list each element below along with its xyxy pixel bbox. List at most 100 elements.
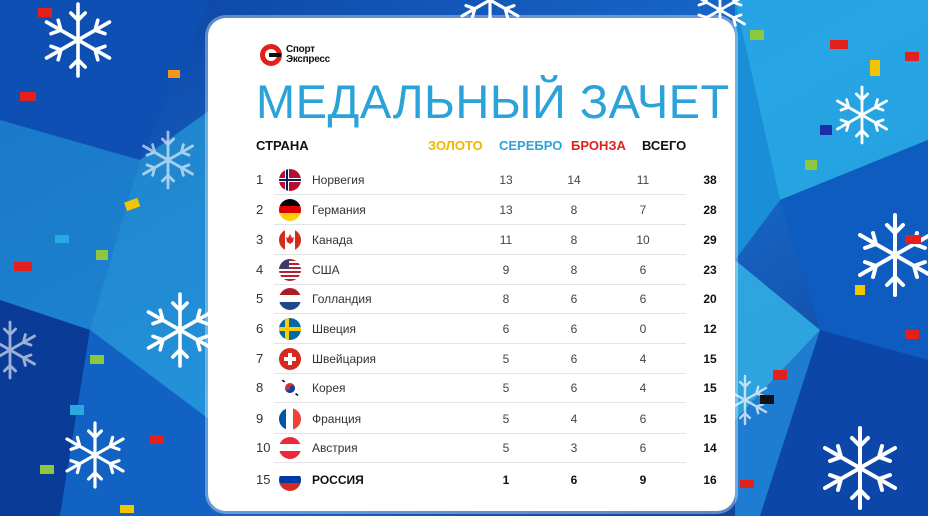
total-count: 15 [703, 381, 717, 395]
bronze-count: 6 [639, 292, 647, 306]
country-name: Канада [312, 233, 353, 247]
austria-flag [279, 437, 301, 459]
usa-flag [279, 259, 301, 281]
silver-count: 8 [570, 203, 578, 217]
netherlands-flag [279, 288, 301, 310]
rank: 3 [256, 232, 264, 247]
switzerland-flag [279, 348, 301, 370]
total-count: 15 [703, 352, 717, 366]
bronze-count: 9 [639, 473, 647, 487]
total-count: 38 [703, 173, 717, 187]
row-divider [274, 254, 686, 255]
country-name: Германия [312, 203, 366, 217]
country-name: Голландия [312, 292, 372, 306]
rank: 9 [256, 411, 264, 426]
country-name: Корея [312, 381, 346, 395]
rank: 6 [256, 321, 264, 336]
rank: 5 [256, 291, 264, 306]
row-divider [274, 343, 686, 344]
canada-flag [279, 229, 301, 251]
table-row: 6 Швеция 6 6 0 12 [256, 315, 717, 344]
bronze-count: 4 [639, 352, 647, 366]
table-row: 10 Австрия 5 3 6 14 [256, 434, 717, 463]
table-row: 15 РОССИЯ 1 6 9 16 [256, 466, 717, 495]
table-row: 7 Швейцария 5 6 4 15 [256, 345, 717, 374]
country-name: Швейцария [312, 352, 377, 366]
table-row: 2 Германия 13 8 7 28 [256, 196, 717, 225]
page-title: МЕДАЛЬНЫЙ ЗАЧЕТ [256, 75, 730, 128]
bronze-count: 6 [639, 263, 647, 277]
header-country: СТРАНА [256, 138, 309, 153]
table-row: 3 Канада 11 8 10 29 [256, 226, 717, 255]
table-row: 9 Франция 5 4 6 15 [256, 405, 717, 434]
bronze-count: 0 [639, 322, 647, 336]
sport-express-logo-icon [260, 44, 282, 66]
gold-count: 13 [499, 173, 513, 187]
bronze-count: 6 [639, 412, 647, 426]
total-count: 16 [703, 473, 717, 487]
sport-express-logo: Спорт Экспресс [260, 42, 330, 68]
table-row: 1 Норвегия 13 14 11 38 [256, 166, 717, 195]
bronze-count: 4 [639, 381, 647, 395]
germany-flag [279, 199, 301, 221]
row-divider [274, 313, 686, 314]
silver-count: 6 [570, 352, 578, 366]
rank: 7 [256, 351, 264, 366]
table-row: 5 Голландия 8 6 6 20 [256, 285, 717, 314]
rank: 10 [256, 440, 271, 455]
gold-count: 13 [499, 203, 513, 217]
total-count: 28 [703, 203, 717, 217]
table-row: 8 Корея 5 6 4 15 [256, 374, 717, 403]
bronze-count: 7 [639, 203, 647, 217]
gold-count: 5 [502, 352, 510, 366]
silver-count: 8 [570, 233, 578, 247]
country-name: США [312, 263, 340, 277]
country-name: Австрия [312, 441, 358, 455]
russia-flag [279, 469, 301, 491]
total-count: 15 [703, 412, 717, 426]
silver-count: 6 [570, 292, 578, 306]
row-divider [274, 194, 686, 195]
rank: 4 [256, 262, 264, 277]
gold-count: 5 [502, 441, 510, 455]
logo-line1: Спорт [286, 44, 315, 55]
norway-flag [279, 169, 301, 191]
row-divider [274, 373, 686, 374]
country-name: Норвегия [312, 173, 365, 187]
total-count: 12 [703, 322, 717, 336]
silver-count: 8 [570, 263, 578, 277]
country-name: РОССИЯ [312, 473, 364, 487]
row-divider [274, 433, 686, 434]
rank: 15 [256, 472, 271, 487]
medal-table-card: Спорт Экспресс МЕДАЛЬНЫЙ ЗАЧЕТ СТРАНА ЗО… [208, 18, 735, 511]
header-silver: СЕРЕБРО [499, 138, 563, 153]
silver-count: 4 [570, 412, 578, 426]
row-divider [274, 462, 686, 463]
france-flag [279, 408, 301, 430]
gold-count: 6 [502, 322, 510, 336]
confetti [14, 8, 921, 513]
rank: 1 [256, 172, 264, 187]
gold-count: 8 [502, 292, 510, 306]
row-divider [274, 224, 686, 225]
silver-count: 3 [570, 441, 578, 455]
total-count: 29 [703, 233, 717, 247]
rank: 8 [256, 380, 264, 395]
gold-count: 5 [502, 381, 510, 395]
country-name: Швеция [312, 322, 356, 336]
silver-count: 6 [570, 473, 578, 487]
rank: 2 [256, 202, 264, 217]
header-gold: ЗОЛОТО [428, 138, 483, 153]
gold-count: 11 [499, 233, 513, 247]
header-bronze: БРОНЗА [571, 138, 626, 153]
bronze-count: 6 [639, 441, 647, 455]
total-count: 20 [703, 292, 717, 306]
header-total: ВСЕГО [642, 138, 687, 153]
logo-line2: Экспресс [286, 54, 330, 65]
silver-count: 6 [570, 322, 578, 336]
bronze-count: 10 [636, 233, 650, 247]
row-divider [274, 402, 686, 403]
silver-count: 6 [570, 381, 578, 395]
sweden-flag [279, 318, 301, 340]
total-count: 14 [703, 441, 717, 455]
